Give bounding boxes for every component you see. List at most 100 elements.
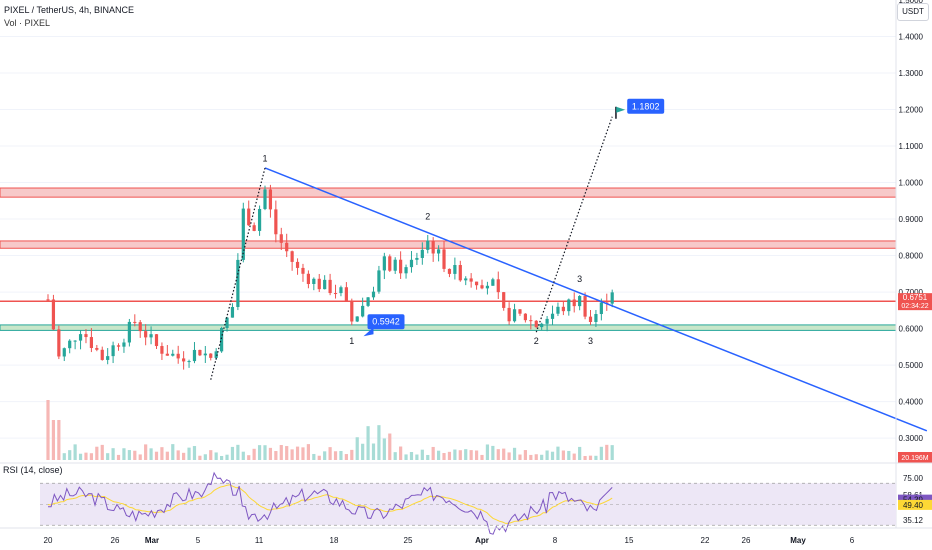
candle-body bbox=[241, 208, 245, 260]
rsi-indicator-label[interactable]: RSI (14, close) bbox=[3, 465, 63, 475]
rsi-tick: 35.12 bbox=[903, 516, 924, 525]
volume-bar bbox=[176, 450, 180, 460]
volume-bar bbox=[458, 450, 462, 460]
candle-body bbox=[171, 353, 175, 356]
volume-bar bbox=[409, 451, 414, 460]
volume-bar bbox=[274, 451, 278, 460]
volume-bar bbox=[420, 449, 424, 460]
candle-body bbox=[496, 279, 500, 293]
target-label-text: 1.1802 bbox=[632, 101, 660, 111]
volume-bar bbox=[122, 448, 126, 460]
candle-body bbox=[588, 316, 593, 322]
price-tick: 1.3000 bbox=[899, 69, 924, 78]
volume-bar bbox=[111, 448, 115, 460]
candle-body bbox=[502, 292, 506, 308]
volume-bar bbox=[578, 446, 582, 460]
candle-body bbox=[415, 257, 419, 260]
volume-bar bbox=[214, 452, 218, 460]
candle-body bbox=[214, 351, 218, 358]
volume-bar bbox=[171, 444, 175, 460]
volume-bar bbox=[540, 454, 544, 460]
time-axis[interactable]: 20 26 Mar 5 11 18 25 Apr 8 15 22 26 May 6 bbox=[0, 527, 932, 545]
price-grid bbox=[0, 36, 896, 439]
price-tick: 0.4000 bbox=[899, 398, 924, 407]
candle-body bbox=[236, 259, 240, 307]
volume-bar bbox=[252, 448, 256, 460]
candle-body bbox=[247, 208, 251, 226]
volume-bar bbox=[447, 451, 452, 460]
volume-bar bbox=[182, 452, 186, 460]
volume-bar bbox=[317, 455, 321, 460]
volume-bar bbox=[371, 443, 376, 460]
time-tick: 22 bbox=[701, 536, 710, 545]
candle-body bbox=[154, 334, 159, 347]
volume-bar bbox=[442, 453, 446, 460]
volume-bar bbox=[333, 451, 338, 460]
volume-bar bbox=[361, 443, 365, 460]
candle-body bbox=[333, 293, 338, 295]
volume-bar bbox=[534, 454, 538, 460]
trough-number: 2 bbox=[534, 336, 539, 346]
candle-body bbox=[306, 273, 310, 285]
candle-body bbox=[122, 342, 126, 347]
candle-body bbox=[274, 209, 278, 235]
volume-bar bbox=[594, 455, 598, 460]
candle-body bbox=[545, 318, 549, 324]
candle-body bbox=[480, 285, 484, 289]
volume-bar bbox=[285, 446, 289, 460]
resistance-zone bbox=[0, 187, 897, 198]
time-tick: 5 bbox=[196, 536, 201, 545]
volume-bar bbox=[545, 450, 549, 460]
volume-indicator-label[interactable]: Vol · PIXEL bbox=[4, 18, 51, 28]
bar-countdown-text: 02:34:22 bbox=[901, 303, 928, 310]
price-tick: 0.7000 bbox=[899, 288, 924, 297]
volume-bar bbox=[518, 454, 522, 460]
time-tick: 15 bbox=[625, 536, 634, 545]
volume-bar bbox=[230, 446, 235, 460]
rsi-tick: 75.00 bbox=[903, 474, 924, 483]
candle-body bbox=[295, 261, 300, 268]
volume-bar bbox=[323, 451, 327, 460]
candle-body bbox=[447, 268, 452, 274]
candle-body bbox=[431, 240, 435, 254]
volume-bar bbox=[605, 444, 609, 460]
candle-body bbox=[100, 349, 104, 360]
price-tick: 1.1000 bbox=[899, 142, 924, 151]
volume-bar bbox=[382, 438, 386, 460]
volume-bar bbox=[344, 454, 348, 460]
candle-body bbox=[366, 297, 370, 306]
time-tick: 20 bbox=[44, 536, 53, 545]
volume-bar bbox=[106, 453, 110, 460]
volume-bar bbox=[220, 455, 224, 460]
volume-bar bbox=[377, 425, 381, 460]
candle-body bbox=[599, 302, 603, 315]
candle-body bbox=[46, 299, 50, 301]
currency-button[interactable]: USDT bbox=[897, 3, 929, 21]
volume-bar bbox=[51, 420, 56, 460]
current-price-text: 0.6751 bbox=[903, 293, 928, 302]
time-tick: Mar bbox=[145, 536, 159, 545]
chart-drawings[interactable]: 1.1802 0.5942 1 2 3 1 2 3 bbox=[210, 98, 928, 432]
symbol-title[interactable]: PIXEL / TetherUS, 4h, BINANCE bbox=[4, 5, 135, 15]
volume-bar bbox=[529, 454, 533, 460]
time-tick: 6 bbox=[850, 536, 855, 545]
candle-body bbox=[361, 305, 365, 317]
volume-bar bbox=[567, 450, 571, 460]
volume-bar bbox=[523, 450, 527, 460]
volume-bar bbox=[328, 447, 332, 460]
price-tick: 0.3000 bbox=[899, 434, 924, 443]
candle-body bbox=[220, 327, 224, 352]
candle-body bbox=[285, 242, 289, 252]
volume-bar bbox=[187, 447, 191, 460]
price-axis[interactable]: 1.4000 1.3000 1.2000 1.1000 1.0000 0.9000 0.80… bbox=[895, 0, 932, 528]
candle-body bbox=[344, 287, 348, 301]
candle-body bbox=[512, 309, 517, 322]
volume-bar bbox=[437, 450, 441, 460]
trough-number: 1 bbox=[349, 336, 354, 346]
candle-body bbox=[453, 265, 457, 274]
volume-bar bbox=[138, 454, 142, 460]
target-price-label: 1.1802 bbox=[627, 98, 665, 114]
projection-line-2 bbox=[535, 116, 613, 333]
resistance-zone bbox=[0, 240, 897, 249]
